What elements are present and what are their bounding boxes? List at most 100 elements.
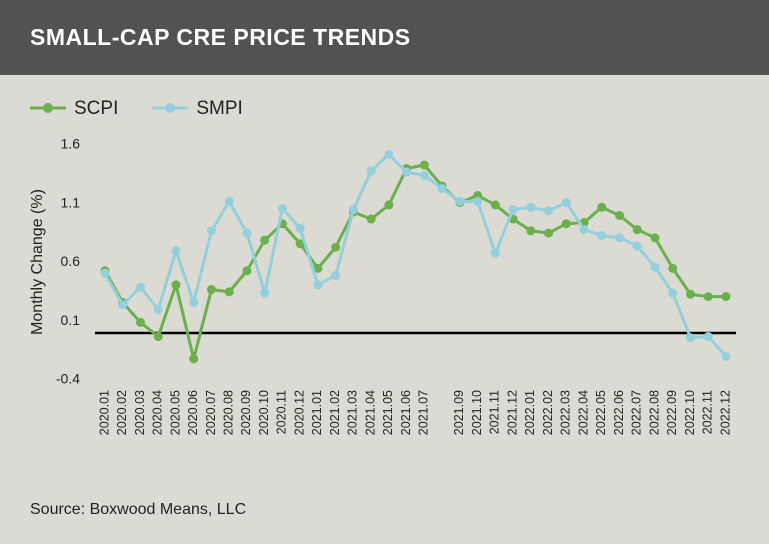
data-point: [348, 205, 358, 215]
data-point: [331, 270, 341, 280]
x-tick-label: 2022.10: [683, 390, 697, 435]
data-point: [668, 263, 678, 273]
x-tick-label: 2020.11: [275, 390, 289, 434]
data-point: [242, 228, 252, 238]
data-point: [632, 241, 642, 251]
data-point: [615, 211, 625, 220]
x-tick-label: 2022.07: [630, 390, 644, 435]
data-point: [419, 160, 429, 170]
data-point: [526, 226, 536, 236]
source-note: Source: Boxwood Means, LLC: [30, 501, 246, 518]
x-tick-label: 2020.12: [292, 390, 306, 435]
data-point: [490, 200, 500, 210]
data-point: [597, 202, 607, 212]
x-tick-label: 2021.12: [505, 390, 519, 435]
data-point: [561, 219, 571, 229]
data-point: [597, 230, 607, 240]
data-point: [686, 333, 696, 343]
legend-marker: [43, 103, 53, 113]
x-tick-label: 2021.09: [452, 390, 466, 435]
data-point: [561, 198, 571, 208]
data-point: [703, 332, 713, 342]
x-tick-label: 2022.11: [701, 390, 715, 434]
legend-label: SCPI: [74, 98, 118, 119]
x-tick-label: 2021.02: [328, 390, 342, 435]
x-tick-label: 2022.05: [594, 390, 608, 435]
data-point: [135, 282, 145, 292]
data-point: [189, 297, 199, 307]
x-tick-label: 2021.06: [399, 390, 413, 435]
data-point: [206, 285, 216, 295]
data-point: [650, 262, 660, 272]
y-tick-label: 1.6: [61, 136, 81, 152]
data-point: [508, 205, 518, 215]
series-line: [103, 152, 728, 358]
x-tick-label: 2020.01: [97, 390, 111, 435]
data-point: [437, 183, 447, 193]
x-tick-label: 2020.05: [168, 390, 182, 435]
data-point: [313, 280, 323, 290]
data-point: [260, 235, 270, 245]
data-point: [721, 352, 731, 361]
data-point: [331, 242, 341, 252]
data-point: [455, 196, 465, 206]
data-point: [242, 266, 252, 276]
series-line: [103, 163, 726, 360]
page-title: SMALL-CAP CRE PRICE TRENDS: [30, 24, 411, 50]
x-tick-label: 2020.04: [151, 390, 165, 435]
data-point: [277, 203, 287, 213]
x-tick-label: 2022.02: [541, 390, 555, 435]
data-point: [721, 292, 731, 302]
x-tick-label: 2022.09: [665, 390, 679, 435]
x-tick-label: 2020.03: [133, 390, 147, 435]
data-point: [135, 317, 145, 327]
data-point: [206, 226, 216, 236]
y-tick-label: 0.1: [61, 312, 81, 328]
data-point: [526, 202, 536, 212]
data-point: [686, 289, 696, 299]
data-point: [579, 225, 589, 235]
data-point: [544, 228, 554, 238]
data-point: [615, 233, 625, 243]
x-tick-label: 2022.08: [647, 390, 661, 435]
data-point: [419, 171, 429, 181]
data-point: [384, 149, 394, 159]
data-point: [366, 166, 376, 176]
data-point: [100, 268, 110, 278]
data-point: [224, 196, 234, 206]
x-tick-label: 2021.11: [488, 390, 502, 434]
data-point: [224, 287, 234, 297]
legend-label: SMPI: [196, 98, 242, 119]
data-point: [366, 214, 376, 224]
x-tick-label: 2021.05: [381, 390, 395, 435]
x-tick-label: 2020.09: [239, 390, 253, 435]
legend-marker: [165, 103, 176, 113]
data-point: [260, 288, 270, 298]
x-tick-label: 2021.10: [470, 390, 484, 435]
data-point: [384, 200, 394, 210]
data-point: [313, 263, 323, 273]
data-point: [544, 206, 554, 216]
x-tick-label: 2020.02: [115, 390, 129, 435]
header-bar: [0, 0, 769, 75]
x-tick-label: 2022.12: [718, 390, 732, 435]
data-point: [295, 239, 305, 249]
x-tick-label: 2020.06: [186, 390, 200, 435]
data-point: [473, 196, 483, 206]
data-point: [402, 167, 412, 177]
y-tick-label: 1.1: [61, 194, 81, 210]
data-point: [171, 280, 181, 290]
data-point: [189, 354, 199, 364]
x-tick-label: 2021.03: [346, 390, 360, 435]
x-tick-label: 2020.08: [221, 390, 235, 435]
data-point: [668, 288, 678, 298]
x-tick-label: 2021.04: [363, 390, 377, 435]
y-tick-label: -0.4: [56, 371, 80, 387]
data-point: [650, 233, 660, 243]
x-tick-label: 2022.04: [576, 390, 590, 435]
x-tick-label: 2020.07: [204, 390, 218, 435]
x-tick-label: 2021.07: [417, 390, 431, 435]
y-axis-title: Monthly Change (%): [29, 189, 46, 335]
x-tick-label: 2022.03: [559, 390, 573, 435]
